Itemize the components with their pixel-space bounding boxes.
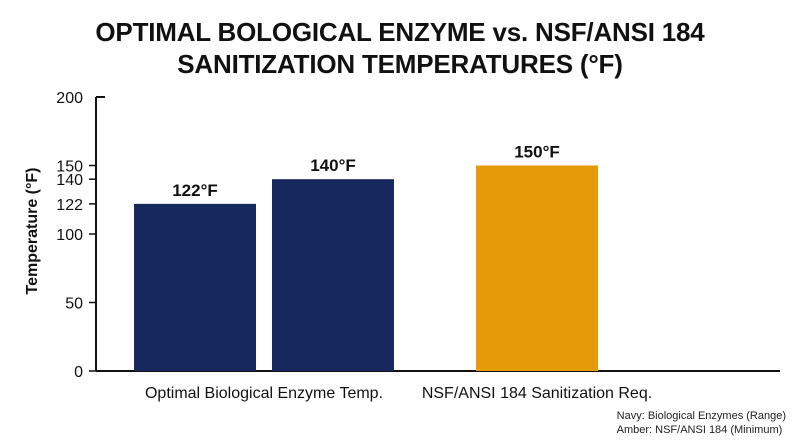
y-tick-label: 200 [56,90,83,107]
legend-note: Navy: Biological Enzymes (Range) Amber: … [617,409,786,437]
legend-note-amber: Amber: NSF/ANSI 184 (Minimum) [616,424,783,436]
bar [272,179,394,371]
y-axis-title: Temperature (°F) [24,167,41,294]
chart-title: OPTIMAL BOLOGICAL ENZYME vs. NSF/ANSI 18… [0,16,800,80]
x-category-label: Optimal Biological Enzyme Temp. [145,385,383,402]
chart-title-line-2: SANITIZATION TEMPERATURES (°F) [177,49,623,79]
y-tick-label: 100 [56,227,83,244]
chart-title-line-1: OPTIMAL BOLOGICAL ENZYME vs. NSF/ANSI 18… [95,17,705,47]
y-tick-label: 150 [56,159,83,176]
y-tick-label: 50 [65,296,83,313]
bar-value-label: 140°F [310,156,356,175]
y-tick-label: 0 [74,364,83,381]
y-tick-label: 140 [56,172,83,189]
bar-value-label: 150°F [514,143,560,162]
bar [134,203,256,371]
y-tick-label: 122 [56,197,83,214]
bar [476,165,598,371]
bar-value-label: 122°F [172,181,218,200]
labels: 122°F 140°F 150°F Optimal Biological Enzyme… [145,143,652,403]
legend-note-navy: Navy: Biological Enzymes (Range) [616,410,786,422]
x-category-label: NSF/ANSI 184 Sanitization Req. [422,385,652,402]
bars [134,165,598,371]
